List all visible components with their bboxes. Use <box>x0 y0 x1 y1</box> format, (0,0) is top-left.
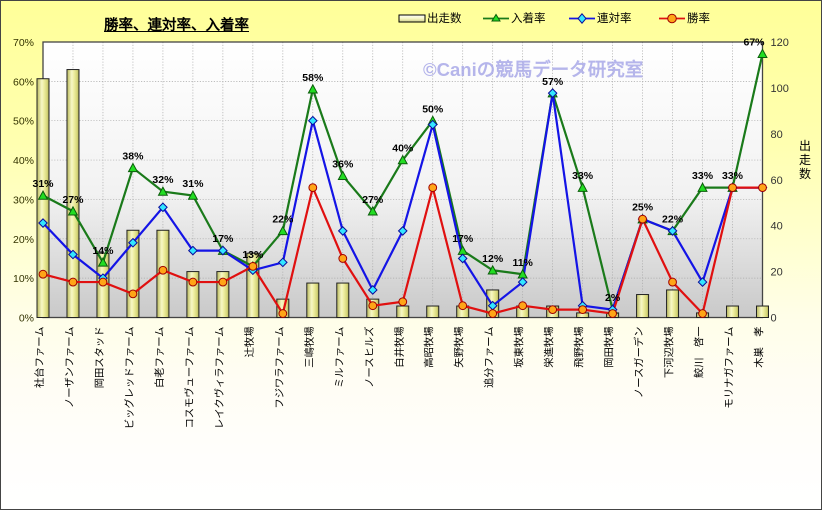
svg-text:50%: 50% <box>422 103 444 115</box>
svg-text:岡田牧場: 岡田牧場 <box>603 327 616 368</box>
svg-text:17%: 17% <box>212 233 234 245</box>
svg-text:58%: 58% <box>302 72 324 84</box>
svg-text:31%: 31% <box>182 178 204 190</box>
svg-text:22%: 22% <box>272 214 294 226</box>
svg-text:岡田スタッド: 岡田スタッド <box>94 327 106 389</box>
svg-text:67%: 67% <box>743 36 765 48</box>
svg-text:20: 20 <box>771 267 783 279</box>
svg-text:38%: 38% <box>122 151 144 163</box>
svg-text:三嶋牧場: 三嶋牧場 <box>303 327 316 368</box>
svg-text:100: 100 <box>771 83 789 95</box>
svg-text:木巣 孝: 木巣 孝 <box>753 327 766 368</box>
svg-text:11%: 11% <box>512 257 533 269</box>
svg-text:ノースヒルズ: ノースヒルズ <box>363 327 376 388</box>
svg-text:ミルファーム: ミルファーム <box>334 327 346 388</box>
svg-text:120: 120 <box>771 37 789 49</box>
svg-text:40%: 40% <box>13 155 34 167</box>
svg-text:フジワラファーム: フジワラファーム <box>274 327 286 409</box>
svg-text:矢野牧場: 矢野牧場 <box>453 327 466 368</box>
svg-text:追分ファーム: 追分ファーム <box>483 327 496 388</box>
svg-text:社台ファーム: 社台ファーム <box>33 327 46 388</box>
svg-text:20%: 20% <box>13 234 34 246</box>
svg-text:坂東牧場: 坂東牧場 <box>513 327 526 368</box>
svg-text:12%: 12% <box>482 253 504 265</box>
svg-text:0%: 0% <box>19 313 34 325</box>
svg-text:80: 80 <box>771 129 783 141</box>
svg-text:2%: 2% <box>605 292 621 304</box>
svg-text:31%: 31% <box>32 178 54 190</box>
svg-text:60%: 60% <box>13 76 34 88</box>
svg-text:70%: 70% <box>13 37 34 49</box>
svg-text:17%: 17% <box>452 233 474 245</box>
svg-text:14%: 14% <box>92 245 114 257</box>
svg-text:27%: 27% <box>62 194 84 206</box>
svg-text:13%: 13% <box>242 249 264 261</box>
svg-text:高昭牧場: 高昭牧場 <box>423 327 436 368</box>
svg-text:ノースガーデン: ノースガーデン <box>633 327 646 399</box>
svg-text:栄進牧場: 栄進牧場 <box>543 327 556 368</box>
svg-text:鮫川 啓一: 鮫川 啓一 <box>693 327 706 378</box>
svg-text:25%: 25% <box>632 202 654 214</box>
svg-text:32%: 32% <box>152 174 174 186</box>
svg-text:0: 0 <box>771 313 777 325</box>
svg-text:40%: 40% <box>392 143 414 155</box>
svg-text:ビッグレッドファーム: ビッグレッドファーム <box>123 327 136 430</box>
svg-text:33%: 33% <box>722 170 744 182</box>
svg-text:白井牧場: 白井牧場 <box>393 327 406 368</box>
svg-text:下河辺牧場: 下河辺牧場 <box>663 327 676 378</box>
svg-text:30%: 30% <box>13 194 34 206</box>
svg-text:レイクヴィラファーム: レイクヴィラファーム <box>213 327 226 429</box>
svg-text:辻牧場: 辻牧場 <box>243 327 256 358</box>
svg-text:白老ファーム: 白老ファーム <box>153 327 166 388</box>
svg-text:モリナガファーム: モリナガファーム <box>724 327 736 409</box>
svg-text:33%: 33% <box>572 170 594 182</box>
svg-text:36%: 36% <box>332 158 354 170</box>
svg-text:27%: 27% <box>362 194 384 206</box>
svg-text:10%: 10% <box>13 273 34 285</box>
svg-text:飛野牧場: 飛野牧場 <box>573 327 586 368</box>
svg-text:60: 60 <box>771 175 783 187</box>
svg-text:40: 40 <box>771 221 783 233</box>
svg-text:33%: 33% <box>692 170 714 182</box>
svg-text:22%: 22% <box>662 214 684 226</box>
svg-text:ノーザンファーム: ノーザンファーム <box>64 327 76 409</box>
svg-text:コスモヴューファーム: コスモヴューファーム <box>183 327 196 429</box>
svg-text:50%: 50% <box>13 116 34 128</box>
